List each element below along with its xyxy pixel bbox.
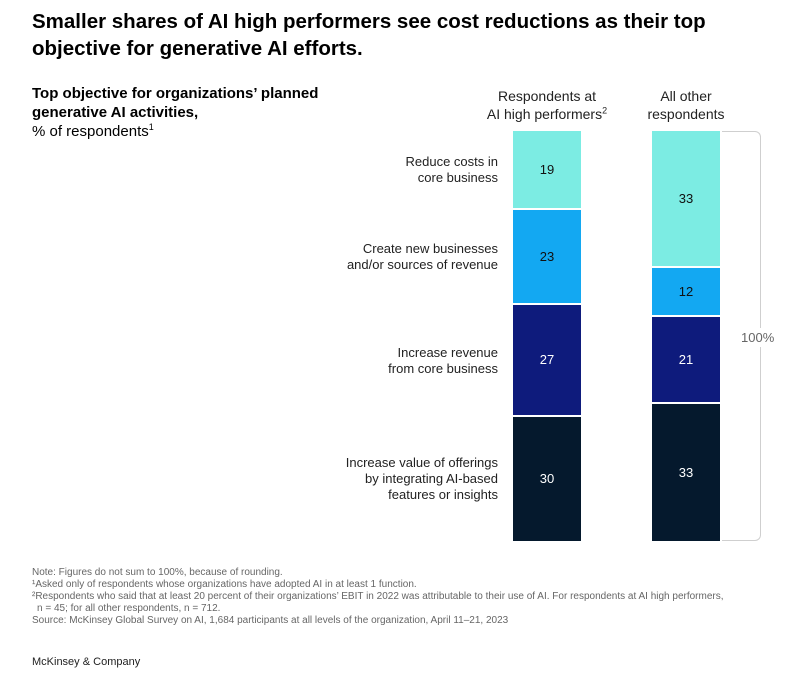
- series-label-increase-value: Increase value of offerings by integrati…: [300, 455, 498, 503]
- note-line: ¹Asked only of respondents whose organiz…: [32, 579, 417, 590]
- footnote-marker-2: 2: [602, 105, 608, 116]
- data-label: 19: [539, 161, 555, 177]
- column-header-line: respondents: [647, 106, 725, 122]
- bar-segment-respondents-at-ai-high-performers-reduce-costs-in-core-bus: 19: [513, 131, 581, 210]
- series-label-line: by integrating AI-based: [365, 470, 498, 486]
- brand-logo-text: McKinsey & Company: [32, 656, 141, 668]
- series-label-new-businesses: Create new businesses and/or sources of …: [300, 241, 498, 273]
- data-label: 12: [678, 284, 694, 299]
- column-header-line: Respondents at: [497, 88, 597, 104]
- bar-segment-all-other-respondents-increase-revenue-from-co: 21: [652, 317, 720, 405]
- subtitle-normal: % of respondents1: [32, 122, 332, 141]
- data-label: 33: [678, 465, 694, 481]
- data-label: 23: [539, 248, 555, 264]
- series-label-reduce-costs: Reduce costs in core business: [300, 154, 499, 186]
- series-label-line: Create new businesses: [362, 241, 498, 257]
- footnote-marker-1: 1: [148, 122, 154, 132]
- bar-segment-respondents-at-ai-high-performers-create-new-businesses-an: 23: [513, 209, 581, 305]
- footnotes: Note: Figures do not sum to 100%, becaus…: [32, 567, 782, 627]
- data-label: 33: [678, 190, 694, 206]
- series-label-line: Reduce costs in: [405, 154, 499, 170]
- series-label-line: from core business: [388, 360, 498, 376]
- series-label-line: core business: [417, 170, 498, 186]
- bar-segment-all-other-respondents-reduce-costs-in-core-bus: 33: [652, 131, 720, 268]
- chart-title: Smaller shares of AI high performers see…: [32, 10, 706, 60]
- subtitle-unit: % of respondents: [32, 123, 149, 140]
- note-line: Source: McKinsey Global Survey on AI, 1,…: [32, 615, 509, 626]
- series-label-line: and/or sources of revenue: [346, 257, 498, 273]
- bar-segment-all-other-respondents-increase-value-of-offeri: 33: [652, 404, 720, 541]
- series-label-increase-revenue: Increase revenue from core business: [300, 345, 498, 377]
- column-header-high-performers: Respondents at AI high performers2: [482, 87, 612, 123]
- bar-segment-respondents-at-ai-high-performers-increase-revenue-from-co: 27: [513, 304, 581, 417]
- subtitle-bold: Top objective for organizations’ planned…: [32, 85, 319, 121]
- data-label: 27: [539, 352, 555, 368]
- column-header-line: All other: [660, 88, 712, 104]
- column-header-all-other: All other respondents: [621, 87, 751, 123]
- column-header-line: AI high performers: [486, 106, 603, 122]
- data-label: 30: [539, 471, 555, 487]
- series-label-line: Increase value of offerings: [345, 454, 498, 470]
- total-label: 100%: [741, 328, 775, 347]
- bar-segment-all-other-respondents-create-new-businesses-an: 12: [652, 267, 720, 318]
- chart-subtitle: Top objective for organizations’ planned…: [32, 84, 332, 141]
- series-label-line: Increase revenue: [397, 344, 498, 360]
- data-label: 21: [678, 352, 694, 368]
- series-label-line: features or insights: [388, 486, 498, 502]
- bar-segment-respondents-at-ai-high-performers-increase-value-of-offeri: 30: [513, 416, 581, 541]
- note-line: ²Respondents who said that at least 20 p…: [32, 591, 724, 602]
- note-line: Note: Figures do not sum to 100%, becaus…: [32, 567, 283, 578]
- note-line: n = 45; for all other respondents, n = 7…: [37, 603, 221, 614]
